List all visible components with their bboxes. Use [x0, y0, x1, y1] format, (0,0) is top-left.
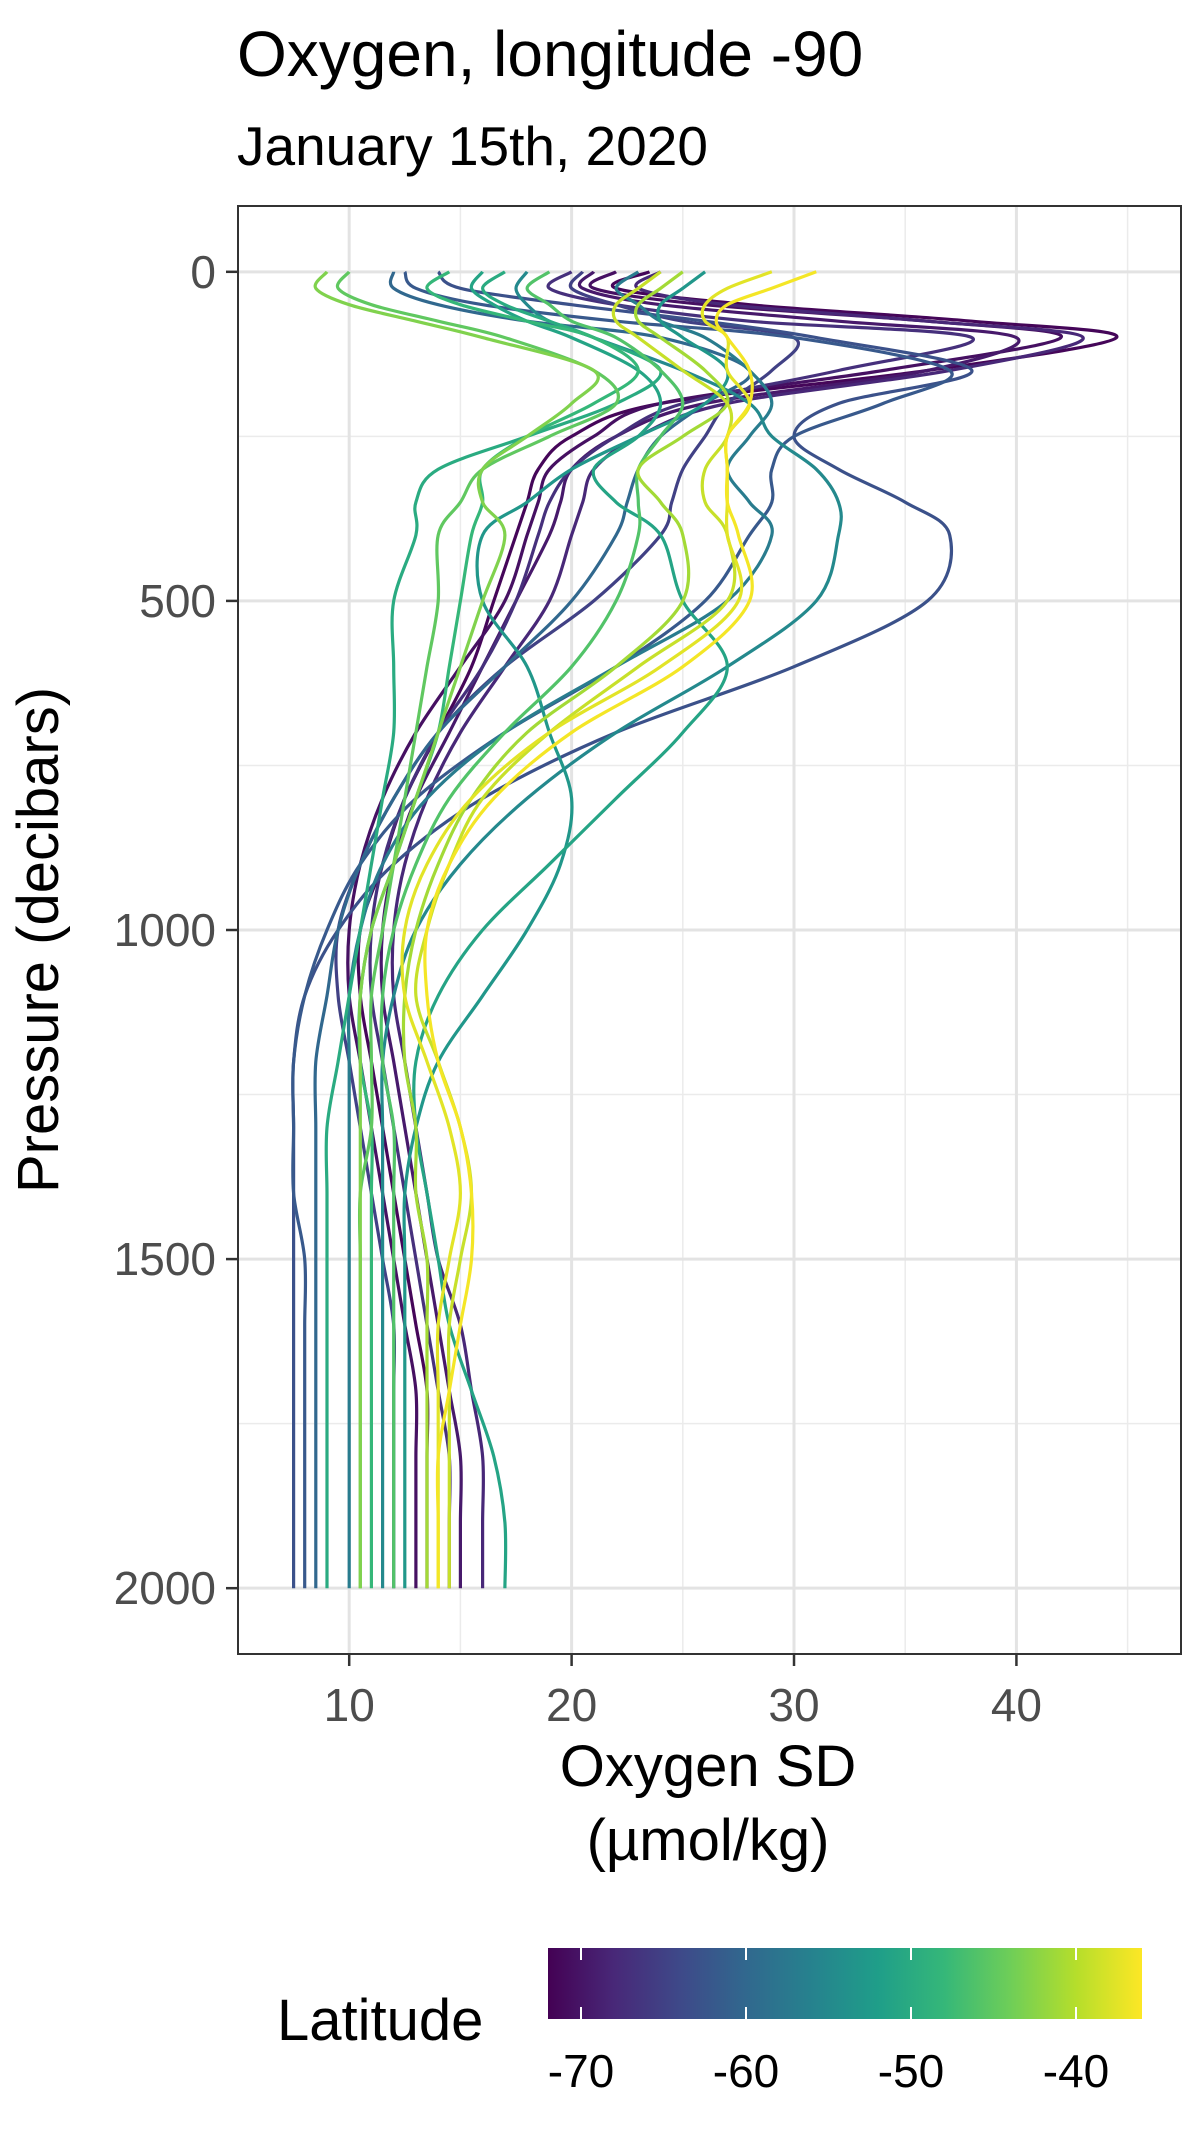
x-axis: 10 20 30 40	[324, 1654, 1042, 1731]
legend-title: Latitude	[277, 1988, 483, 2053]
y-tick-label: 1000	[114, 904, 216, 956]
colorbar-legend: Latitude -70 -60 -50 -40	[277, 1948, 1142, 2097]
chart-title: Oxygen, longitude -90	[237, 18, 863, 90]
x-tick-label: 40	[991, 1679, 1042, 1731]
series-line-18	[313, 270, 600, 1589]
y-tick-label: 1500	[114, 1233, 216, 1285]
series-line-19	[401, 270, 730, 1589]
series-line-12	[402, 270, 730, 1589]
series-line-1	[356, 270, 1119, 1589]
x-axis-label-line-1: Oxygen SD	[560, 1734, 857, 1799]
colorbar-tick-label: -60	[713, 2045, 779, 2097]
series-line-11	[380, 270, 843, 1589]
x-tick-label: 20	[546, 1679, 597, 1731]
colorbar-tick-label: -50	[878, 2045, 944, 2097]
chart-subtitle: January 15th, 2020	[237, 115, 708, 177]
x-tick-label: 30	[768, 1679, 819, 1731]
series-line-13	[412, 270, 729, 1589]
series-line-21	[400, 270, 773, 1589]
colorbar-ticks: -70 -60 -50 -40	[548, 1948, 1109, 2097]
series-lines	[291, 270, 1119, 1589]
x-axis-label-line-2: (µmol/kg)	[587, 1808, 830, 1873]
series-line-7	[291, 270, 974, 1589]
colorbar-tick-label: -70	[548, 2045, 614, 2097]
y-tick-label: 500	[139, 575, 216, 627]
y-tick-label: 2000	[114, 1562, 216, 1614]
y-axis: 0 500 1000 1500 2000	[114, 246, 238, 1614]
series-line-16	[379, 270, 685, 1589]
series-line-20	[414, 270, 737, 1589]
y-tick-label: 0	[190, 246, 216, 298]
colorbar-tick-label: -40	[1043, 2045, 1109, 2097]
y-axis-label: Pressure (decibars)	[6, 687, 71, 1193]
plot-panel	[237, 205, 1182, 1655]
colorbar	[548, 1948, 1142, 2019]
series-line-10	[346, 270, 774, 1589]
series-line-5	[368, 270, 975, 1589]
x-tick-label: 10	[324, 1679, 375, 1731]
series-line-22	[423, 270, 817, 1589]
